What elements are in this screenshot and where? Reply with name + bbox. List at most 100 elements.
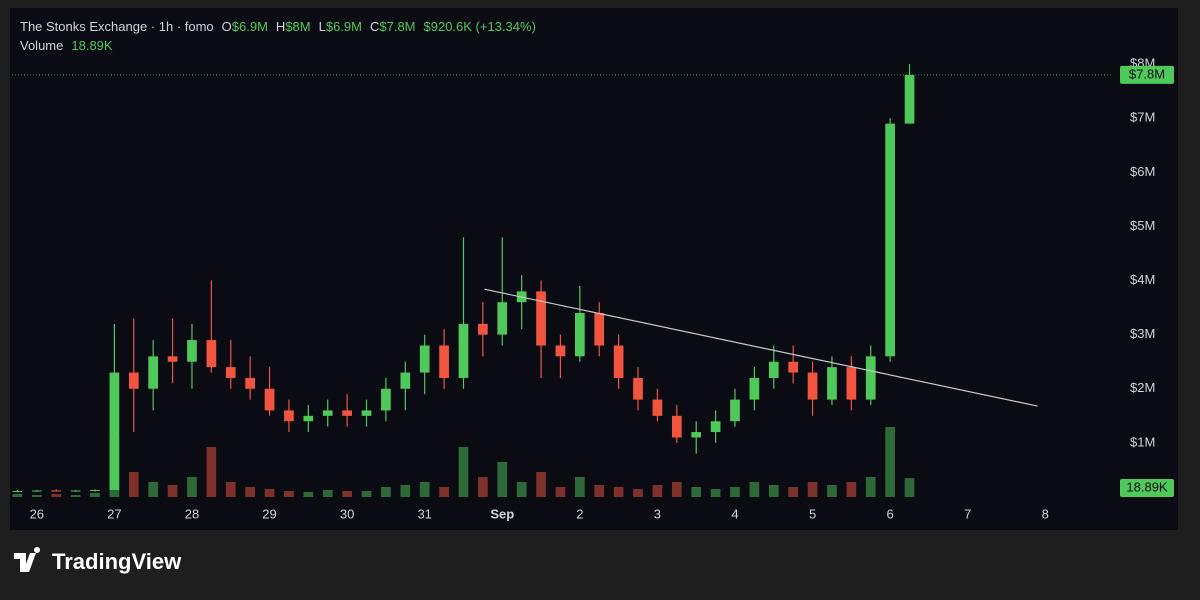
candle-body [322, 410, 333, 416]
ohlc-key: L [319, 19, 326, 34]
volume-bar [807, 482, 818, 497]
volume-value: 18.89K [71, 38, 113, 53]
candle-body [788, 361, 799, 373]
x-tick-label: 27 [107, 506, 121, 521]
y-tick-label: $1M [1130, 434, 1155, 449]
candle-body [187, 340, 197, 362]
volume-bar [245, 487, 256, 497]
x-tick-label: 8 [1042, 506, 1049, 521]
candle-body [478, 323, 488, 335]
candle-body [749, 377, 760, 400]
candle-body [284, 410, 294, 422]
x-tick-label: 30 [340, 506, 354, 521]
candle-body [167, 356, 178, 362]
x-tick-label: 5 [809, 506, 816, 521]
volume-bar [497, 462, 508, 497]
brand: TradingView [52, 549, 182, 574]
y-tick-label: $3M [1130, 326, 1155, 341]
candle-body [633, 377, 643, 400]
candle-body [671, 415, 682, 438]
volume-bar [749, 482, 760, 497]
volume-bar [710, 489, 721, 497]
volume-bar [264, 489, 275, 497]
ohlc-key: H [276, 19, 285, 34]
volume-bar [671, 482, 682, 497]
candle-body [807, 372, 818, 400]
candle-body [885, 123, 895, 357]
ohlc-value: $6.9M [326, 19, 362, 34]
candle-body [846, 367, 857, 400]
volume-bar [458, 447, 469, 497]
candle-body [128, 372, 139, 389]
volume-bar [419, 482, 430, 497]
x-tick-label: 26 [30, 506, 44, 521]
volume-bar [788, 487, 799, 497]
candle-body [458, 323, 469, 378]
candle-body [109, 372, 120, 490]
volume-bar [536, 472, 546, 497]
volume-bar [303, 492, 314, 497]
candle-body [90, 489, 100, 491]
x-tick-label: 29 [262, 506, 276, 521]
candle-body [264, 388, 275, 411]
volume-bar [381, 487, 391, 497]
volume-bar [167, 485, 178, 497]
candle-body [31, 490, 42, 492]
ohlc-value: $8M [285, 19, 310, 34]
candle-body [342, 410, 352, 416]
last-volume-box [1120, 479, 1174, 497]
volume-bar [846, 482, 857, 497]
last-volume-label: 18.89K [1126, 479, 1168, 494]
volume-bar [691, 487, 702, 497]
candle-body [439, 345, 449, 378]
x-tick-label: 28 [185, 506, 199, 521]
candle-body [381, 388, 391, 411]
volume-bar [730, 487, 740, 497]
candle-body [691, 432, 702, 438]
x-tick-label: 6 [887, 506, 894, 521]
volume-bar [128, 472, 139, 497]
volume-bar [187, 477, 197, 497]
volume-header: Volume 18.89K [20, 38, 113, 53]
candle-body [303, 415, 314, 422]
volume-bar [90, 493, 100, 497]
logo: TradingView [14, 546, 182, 574]
candle-body [652, 399, 663, 416]
x-tick-label: Sep [490, 506, 514, 521]
candle-body [419, 345, 430, 373]
candle-body [400, 372, 411, 389]
volume-bar [516, 482, 527, 497]
candle-body [768, 361, 779, 378]
change: $920.6K (+13.34%) [424, 19, 536, 34]
volume-bar [478, 477, 488, 497]
volume-bar [322, 490, 333, 497]
ohlc-key: C [370, 19, 379, 34]
last-price-box [1120, 65, 1174, 84]
volume-bar [225, 482, 236, 497]
volume-bar [31, 495, 42, 497]
candle-body [613, 345, 624, 378]
volume-bar [904, 478, 915, 497]
volume-bar [827, 485, 837, 497]
volume-bar [206, 447, 217, 497]
x-tick-label: 3 [654, 506, 661, 521]
ohlc-value: $7.8M [379, 19, 415, 34]
candle-body [51, 490, 62, 492]
candle-body [12, 491, 23, 493]
volume-bar [148, 482, 159, 497]
volume-bar [768, 485, 779, 497]
candle-body [536, 291, 546, 346]
logo-mark [14, 546, 41, 572]
candle-body [206, 340, 217, 368]
x-tick-label: 4 [731, 506, 738, 521]
candle-body [361, 410, 372, 416]
volume-bar [70, 495, 81, 497]
y-tick-label: $6M [1130, 164, 1155, 179]
volume-bar [865, 477, 876, 497]
candle-body [594, 313, 605, 346]
y-tick-label: $7M [1130, 110, 1155, 125]
candle-body [865, 356, 876, 400]
volume-bar [574, 477, 585, 497]
